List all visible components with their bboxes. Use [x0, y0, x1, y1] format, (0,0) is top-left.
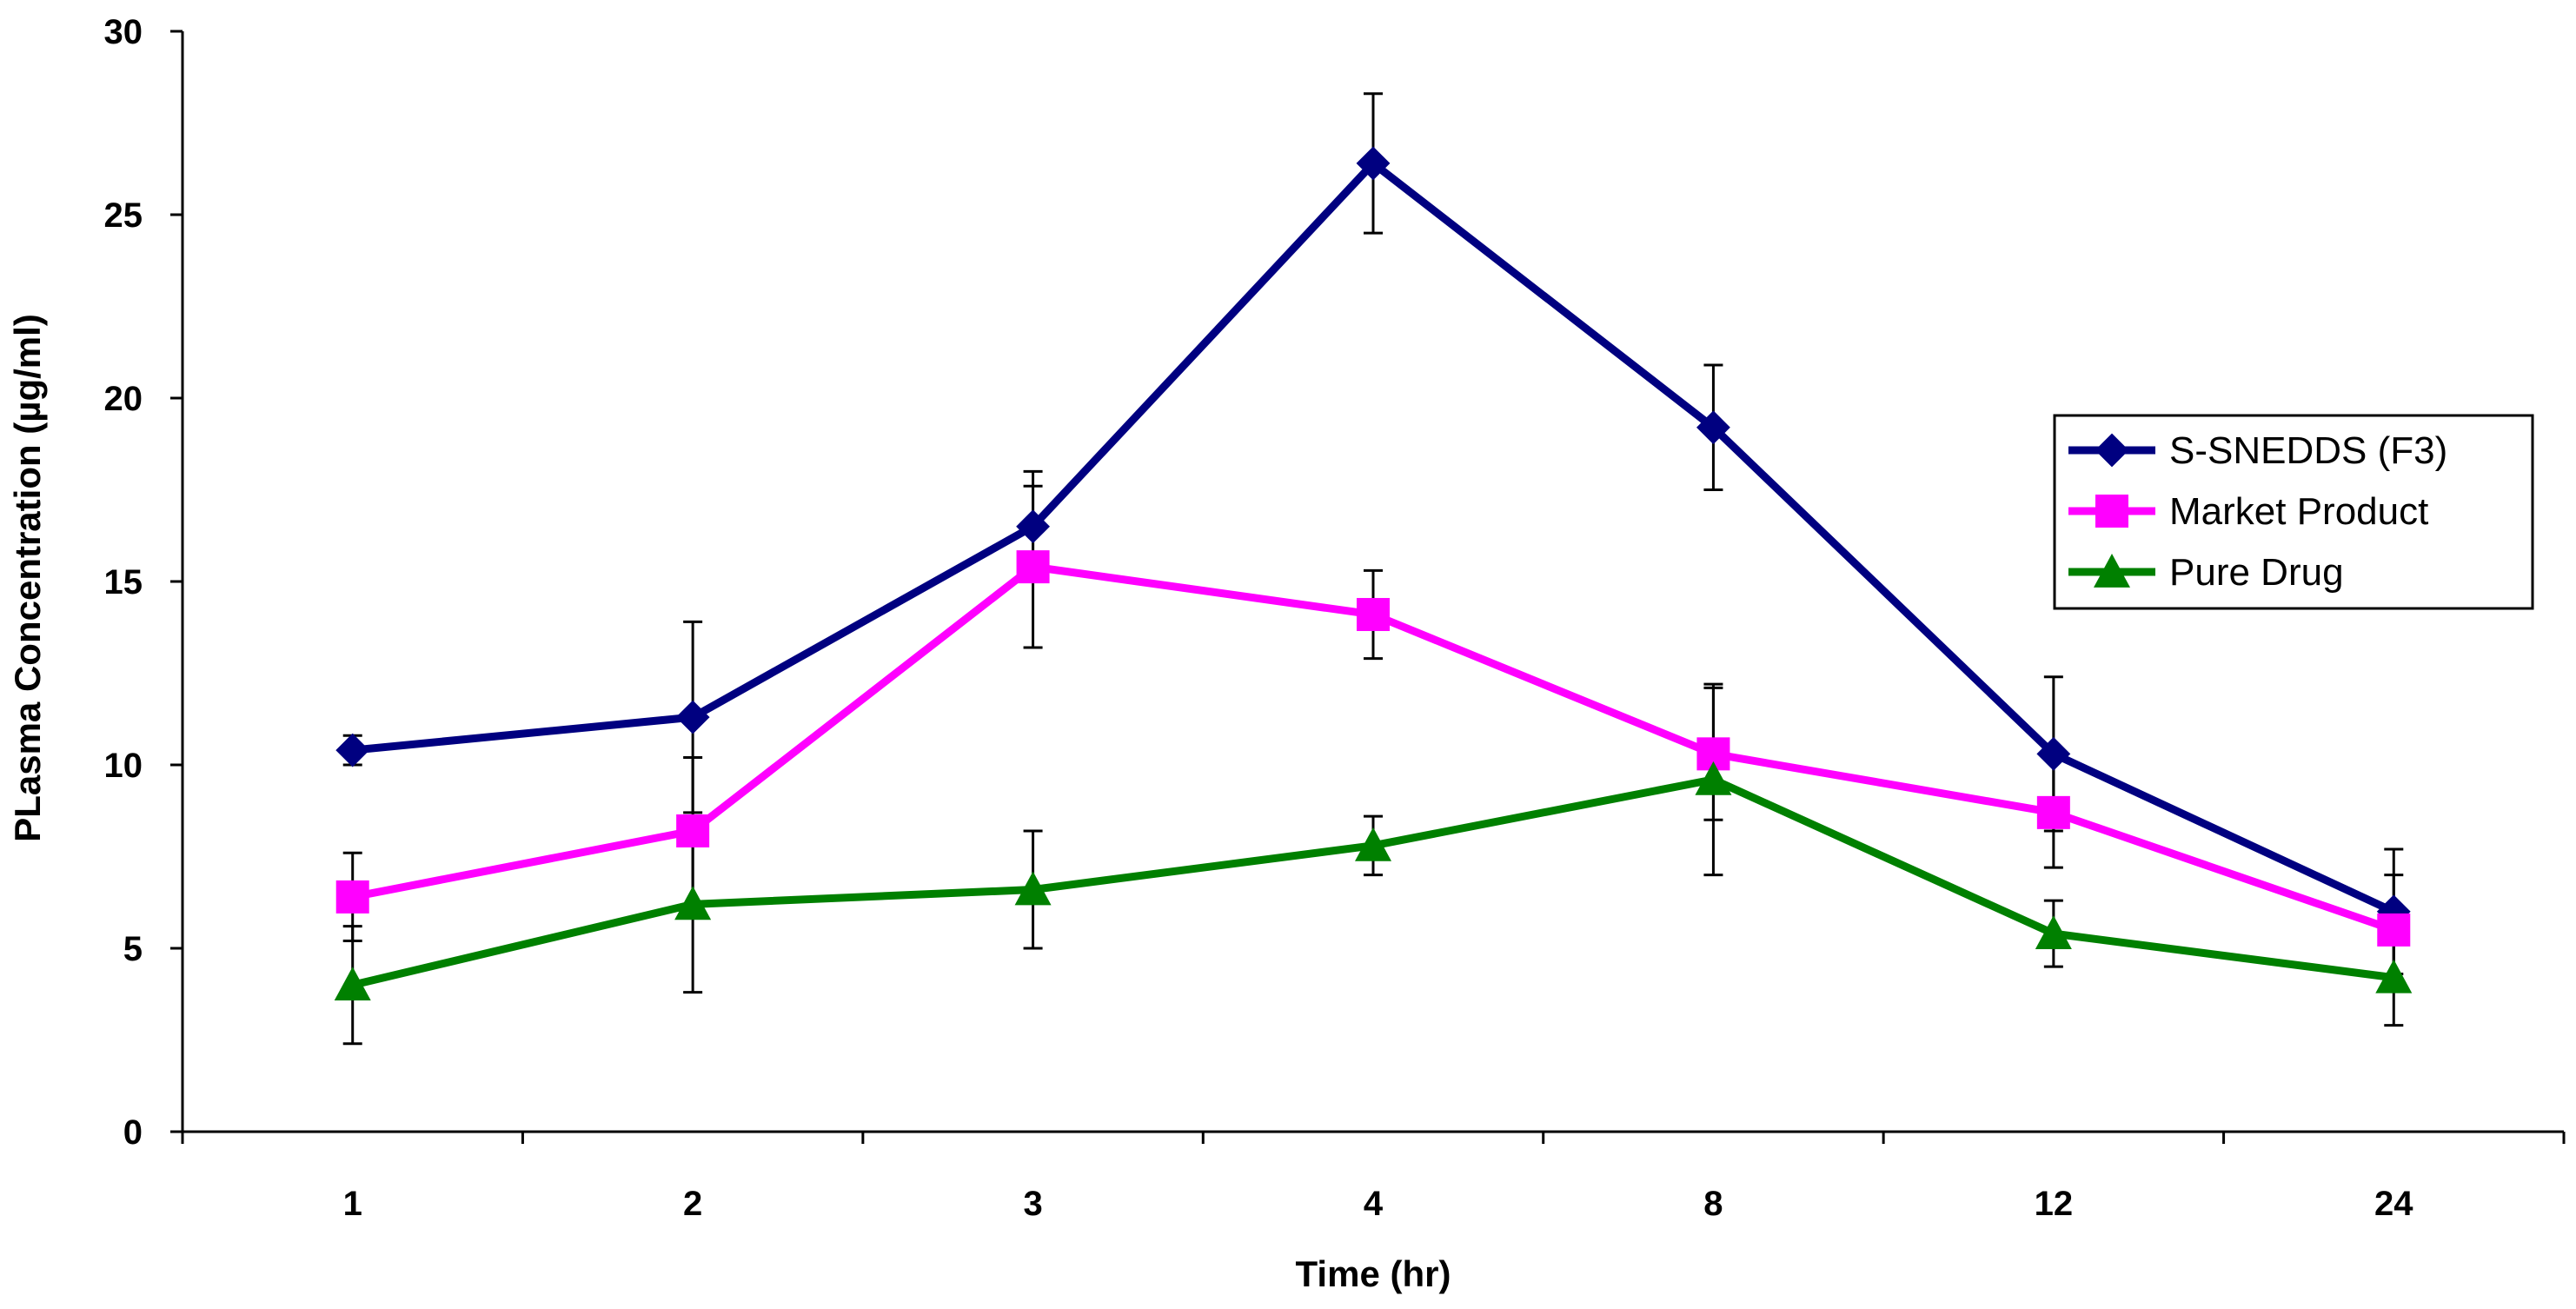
x-tick-label: 3: [1023, 1185, 1042, 1223]
x-tick-label: 4: [1364, 1185, 1384, 1223]
data-point: [2377, 913, 2411, 947]
data-point: [2375, 959, 2413, 993]
series-layer: [334, 92, 2413, 1046]
data-point: [1016, 509, 1050, 544]
x-ticks: 1 2 3 4 8 12 24: [181, 1132, 2566, 1223]
y-tick-label: 25: [104, 196, 143, 235]
data-point: [2036, 795, 2070, 829]
y-tick-label: 15: [104, 563, 143, 601]
data-point: [675, 700, 710, 734]
legend-marker-1: [2095, 495, 2128, 528]
y-tick-label: 0: [123, 1113, 143, 1152]
x-axis-title: Time (hr): [1296, 1253, 1451, 1294]
data-point: [676, 814, 710, 847]
data-point: [1696, 410, 1730, 445]
legend-marker-2: [2094, 554, 2130, 588]
y-tick-label: 10: [104, 747, 143, 785]
y-tick-label: 20: [104, 380, 143, 418]
legend: S-SNEDDS (F3) Market Product Pure Drug: [2053, 414, 2534, 610]
data-point: [674, 886, 712, 920]
data-point: [2036, 736, 2071, 771]
legend-marker-0: [2095, 433, 2129, 468]
data-point: [334, 967, 371, 1001]
y-tick-label: 5: [123, 930, 143, 968]
data-point: [2035, 915, 2072, 949]
data-point: [335, 880, 369, 914]
series-points-1: [335, 550, 2411, 947]
y-tick-label: 30: [104, 13, 143, 51]
data-point: [1357, 597, 1390, 631]
legend-label-1: Market Product: [2169, 490, 2428, 533]
series-line-2: [351, 775, 2394, 989]
legend-label-0: S-SNEDDS (F3): [2169, 429, 2447, 472]
data-point: [1014, 871, 1052, 906]
y-axis-title: PLasma Concentration (µg/ml): [7, 314, 48, 842]
y-ticks: 0 5 10 15 20 25 30: [104, 13, 183, 1152]
data-point: [1695, 761, 1732, 795]
x-tick-label: 12: [2035, 1185, 2074, 1223]
data-point: [1355, 827, 1391, 861]
data-point: [335, 733, 370, 767]
x-tick-label: 24: [2374, 1185, 2413, 1223]
legend-label-2: Pure Drug: [2169, 551, 2344, 594]
error-bars-2: [342, 682, 2404, 1046]
data-point: [1356, 146, 1391, 181]
series-points-2: [334, 761, 2413, 1001]
data-point: [1016, 550, 1050, 584]
x-tick-label: 2: [683, 1185, 702, 1223]
x-tick-label: 1: [343, 1185, 362, 1223]
x-tick-label: 8: [1703, 1185, 1723, 1223]
